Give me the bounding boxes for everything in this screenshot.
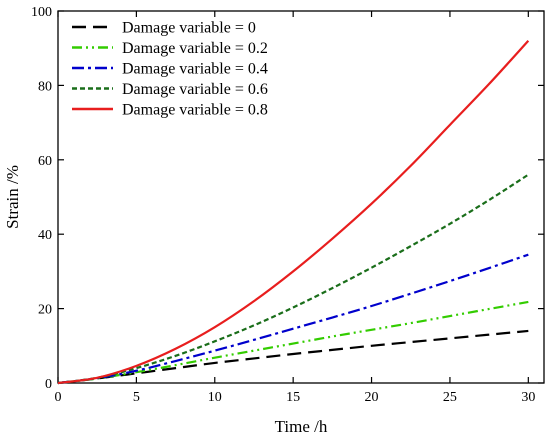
- y-tick-label: 80: [38, 79, 52, 94]
- x-axis-title: Time /h: [275, 417, 328, 436]
- series-line-0: [57, 329, 529, 385]
- series-line-4: [57, 40, 530, 385]
- y-axis-ticks: 0 20 40 60 80 100: [31, 5, 544, 392]
- y-tick-label: 60: [38, 154, 52, 169]
- x-tick-label: 5: [133, 390, 140, 405]
- x-tick-label: 25: [443, 390, 457, 405]
- legend-label-2: Damage variable = 0.4: [122, 61, 268, 78]
- legend-label-1: Damage variable = 0.2: [122, 40, 268, 57]
- x-tick-label: 0: [55, 390, 62, 405]
- series-line-3: [57, 173, 529, 385]
- plot-frame: [57, 10, 545, 384]
- legend-label-3: Damage variable = 0.6: [122, 81, 268, 98]
- y-tick-label: 100: [31, 5, 52, 20]
- series-line-1: [57, 300, 529, 385]
- y-tick-label: 0: [45, 377, 52, 392]
- legend: Damage variable = 0 Damage variable = 0.2…: [72, 20, 268, 119]
- series-lines: [57, 40, 530, 385]
- y-axis-title: Strain /%: [3, 165, 22, 229]
- x-tick-label: 30: [521, 390, 535, 405]
- series-line-2: [57, 253, 529, 385]
- legend-label-4: Damage variable = 0.8: [122, 102, 268, 119]
- y-tick-label: 40: [38, 228, 52, 243]
- x-tick-label: 15: [286, 390, 300, 405]
- x-tick-label: 10: [208, 390, 222, 405]
- x-tick-label: 20: [365, 390, 379, 405]
- legend-label-0: Damage variable = 0: [122, 20, 256, 37]
- x-axis-ticks: 0 5 10 15 20 25 30: [55, 11, 535, 405]
- y-tick-label: 20: [38, 303, 52, 318]
